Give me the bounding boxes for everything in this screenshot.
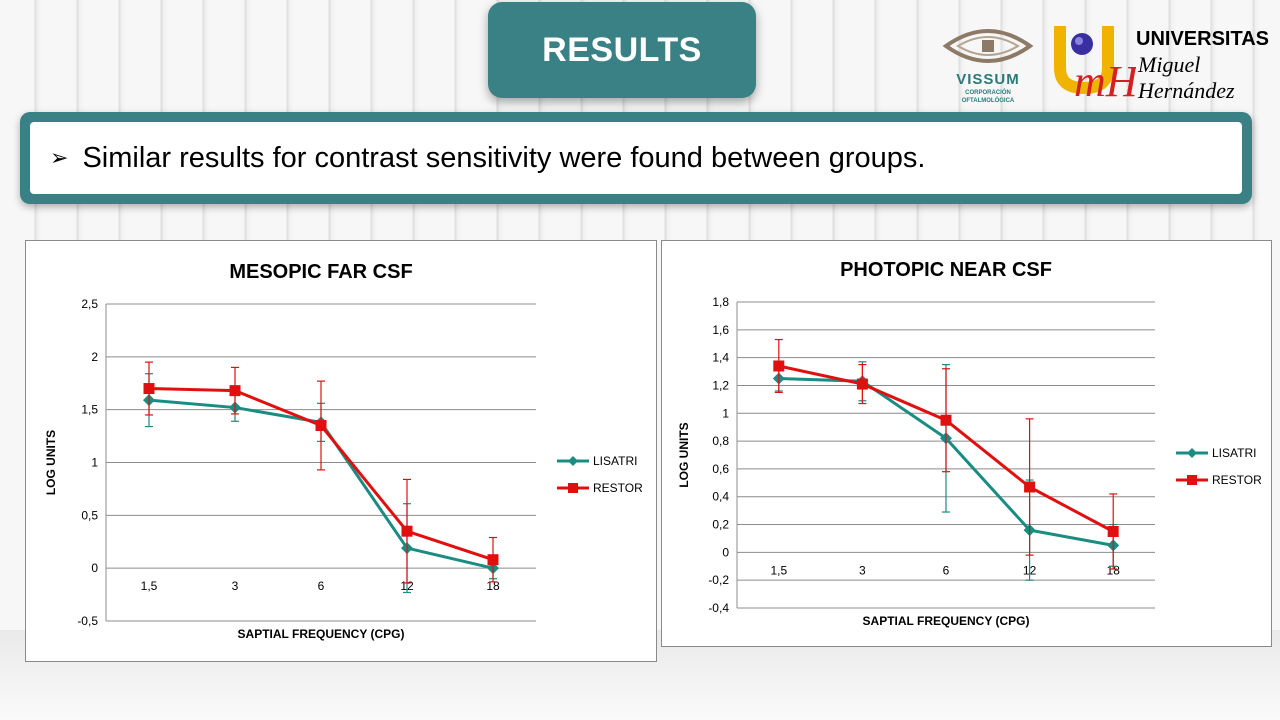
bullet-arrow-icon: ➢ — [50, 145, 69, 170]
x-tick-label: 1,5 — [141, 579, 158, 593]
vissum-logo: VISSUM CORPORACIÓN OFTALMOLÓGICA — [940, 22, 1036, 106]
data-point — [229, 385, 241, 397]
data-point — [315, 420, 327, 432]
y-tick-label: 1 — [91, 456, 98, 470]
x-tick-label: 6 — [943, 563, 950, 577]
data-point — [487, 554, 499, 566]
slide-title: RESULTS — [542, 30, 702, 69]
legend-marker — [1187, 475, 1197, 485]
chart-title: MESOPIC FAR CSF — [229, 261, 412, 283]
y-axis-label: LOG UNITS — [677, 422, 691, 487]
y-tick-label: 1,6 — [712, 323, 729, 337]
y-tick-label: -0,4 — [708, 601, 729, 615]
legend-label: RESTOR — [593, 481, 643, 495]
bullet-box: ➢ Similar results for contrast sensitivi… — [20, 112, 1252, 204]
legend-label: LISATRI — [593, 454, 637, 468]
y-tick-label: 0,6 — [712, 462, 729, 476]
legend-marker — [1187, 448, 1197, 458]
y-tick-label: -0,2 — [708, 573, 729, 587]
chart-photopic-near-csf: PHOTOPIC NEAR CSF -0,4 -0,2 0 0,2 0,4 0,6 0,8 1 1… — [661, 240, 1272, 647]
y-tick-label: 2 — [91, 350, 98, 364]
umh-hernandez: Hernández — [1138, 78, 1235, 103]
data-point — [940, 414, 952, 426]
x-tick-label: 3 — [232, 579, 239, 593]
legend-marker — [568, 456, 578, 466]
legend-marker — [568, 483, 578, 493]
y-tick-label: 1,4 — [712, 351, 729, 365]
chart-title: PHOTOPIC NEAR CSF — [840, 259, 1052, 281]
chart-mesopic-far-csf: MESOPIC FAR CSF -0,5 0 0,5 1 1,5 2 2,5 1,5 3 6 12 18… — [25, 240, 657, 662]
slide-title-box: RESULTS — [488, 2, 756, 98]
x-axis-label: SAPTIAL FREQUENCY (CPG) — [238, 627, 405, 641]
x-tick-label: 18 — [486, 579, 500, 593]
data-point — [856, 378, 868, 390]
y-tick-label: 0,4 — [712, 490, 729, 504]
y-tick-label: 0,8 — [712, 434, 729, 448]
vissum-sub2: OFTALMOLÓGICA — [962, 96, 1015, 104]
chart-mesopic-svg: MESOPIC FAR CSF-0,500,511,522,51,5 3 6 12 18… — [44, 261, 643, 641]
data-point — [1107, 526, 1119, 537]
bullet-text: Similar results for contrast sensitivity… — [82, 141, 926, 174]
data-point — [773, 360, 785, 372]
y-axis-label: LOG UNITS — [44, 430, 58, 495]
umh-universitas: UNIVERSITAS — [1136, 28, 1269, 50]
x-axis-label: SAPTIAL FREQUENCY (CPG) — [863, 614, 1030, 628]
data-point — [143, 383, 155, 395]
x-tick-label: 6 — [318, 579, 325, 593]
data-point — [1024, 481, 1036, 493]
umh-monogram: mH — [1074, 57, 1136, 106]
legend-label: RESTOR — [1212, 473, 1262, 487]
chart-photopic-svg: PHOTOPIC NEAR CSF -0,4 -0,2 0 0,2 0,4 0,6 0,8 1 1… — [677, 259, 1262, 628]
x-tick-label: 1,5 — [770, 563, 787, 577]
x-tick-label: 3 — [859, 563, 866, 577]
y-tick-label: 1,2 — [712, 378, 729, 392]
y-tick-label: 0 — [722, 545, 729, 559]
vissum-sub1: CORPORACIÓN — [965, 88, 1011, 96]
y-tick-label: 0,5 — [81, 508, 98, 522]
vissum-name: VISSUM — [956, 71, 1020, 88]
bullet-inner: ➢ Similar results for contrast sensitivi… — [30, 122, 1242, 194]
y-tick-label: 0,2 — [712, 518, 729, 532]
y-tick-label: 1,8 — [712, 295, 729, 309]
y-tick-label: 2,5 — [81, 297, 98, 311]
data-point — [401, 525, 413, 537]
legend-label: LISATRI — [1212, 446, 1256, 460]
umh-miguel: Miguel — [1138, 52, 1201, 77]
y-tick-label: -0,5 — [77, 614, 98, 628]
y-tick-label: 1 — [722, 406, 729, 420]
umh-logo: mH UNIVERSITAS Miguel Hernández — [1052, 22, 1269, 106]
y-tick-label: 0 — [91, 561, 98, 575]
y-tick-label: 1,5 — [81, 403, 98, 417]
